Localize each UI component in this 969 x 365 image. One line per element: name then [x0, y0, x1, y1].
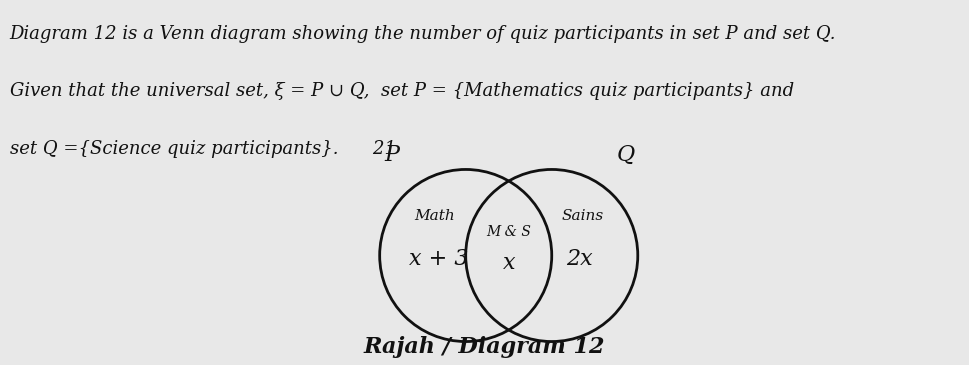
Text: P: P — [384, 143, 399, 166]
Text: x + 3: x + 3 — [409, 249, 468, 270]
Text: Diagram 12 is a Venn diagram showing the number of quiz participants in set P an: Diagram 12 is a Venn diagram showing the… — [10, 25, 836, 43]
Text: M & S: M & S — [486, 225, 531, 239]
Text: Given that the universal set, ξ = P ∪ Q,  set P = {Mathematics quiz participants: Given that the universal set, ξ = P ∪ Q,… — [10, 82, 794, 100]
Text: 2x: 2x — [566, 249, 592, 270]
Text: x: x — [503, 252, 515, 274]
Text: Math: Math — [414, 210, 454, 223]
Text: Q: Q — [617, 143, 635, 166]
Text: set Q ={Science quiz participants}.      21: set Q ={Science quiz participants}. 21 — [10, 139, 395, 158]
Text: Sains: Sains — [562, 210, 604, 223]
Text: Rajah / Diagram 12: Rajah / Diagram 12 — [363, 336, 606, 358]
